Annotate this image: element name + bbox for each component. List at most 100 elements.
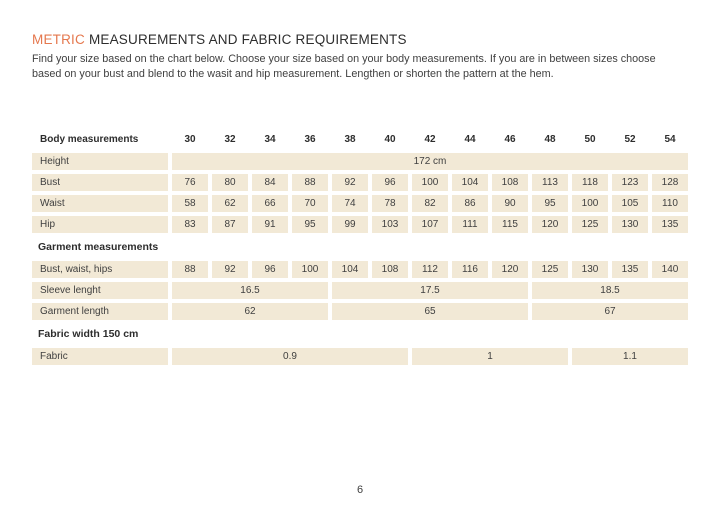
size-column-header: 34 — [264, 134, 276, 145]
value-cell: 105 — [612, 195, 648, 212]
value-cell: 95 — [292, 216, 328, 233]
value-cell: 17.5 — [332, 282, 528, 299]
value-cell: 128 — [652, 174, 688, 191]
value-cell: 76 — [172, 174, 208, 191]
row-label: Sleeve lenght — [32, 282, 168, 299]
value-cell: 0.9 — [172, 348, 408, 365]
table-section-title: Fabric width 150 cm — [38, 328, 139, 340]
size-column-header: 48 — [544, 134, 556, 145]
value-cell: 100 — [412, 174, 448, 191]
value-cell: 65 — [332, 303, 528, 320]
value-cell: 82 — [412, 195, 448, 212]
value-cell: 95 — [532, 195, 568, 212]
size-column-header: 46 — [504, 134, 516, 145]
size-column-header: 38 — [344, 134, 356, 145]
value-cell: 62 — [212, 195, 248, 212]
value-cell: 58 — [172, 195, 208, 212]
page-title: METRIC MEASUREMENTS AND FABRIC REQUIREMEN… — [32, 32, 692, 47]
value-cell: 74 — [332, 195, 368, 212]
value-cell: 120 — [492, 261, 528, 278]
row-label: Fabric — [32, 348, 168, 365]
value-cell: 96 — [372, 174, 408, 191]
value-cell: 18.5 — [532, 282, 688, 299]
value-cell: 88 — [172, 261, 208, 278]
table-row: Waist 58 62 66 70 74 78 82 86 90 95 100 105 110 — [32, 195, 688, 212]
value-cell: 104 — [332, 261, 368, 278]
value-cell: 103 — [372, 216, 408, 233]
value-cell: 1 — [412, 348, 568, 365]
value-cell: 66 — [252, 195, 288, 212]
value-cell: 113 — [532, 174, 568, 191]
value-cell: 99 — [332, 216, 368, 233]
value-cell: 107 — [412, 216, 448, 233]
value-cell: 83 — [172, 216, 208, 233]
value-cell: 125 — [532, 261, 568, 278]
value-cell: 96 — [252, 261, 288, 278]
value-cell: 125 — [572, 216, 608, 233]
size-column-header: 30 — [184, 134, 196, 145]
value-cell: 62 — [172, 303, 328, 320]
value-cell: 88 — [292, 174, 328, 191]
table-section-title: Garment measurements — [38, 241, 159, 253]
row-label: Bust, waist, hips — [32, 261, 168, 278]
value-cell: 123 — [612, 174, 648, 191]
value-cell: 135 — [612, 261, 648, 278]
value-cell: 1.1 — [572, 348, 688, 365]
value-cell: 100 — [572, 195, 608, 212]
table-row: Hip 83 87 91 95 99 103 107 111 115 120 125 130 135 — [32, 216, 688, 233]
size-column-header: 36 — [304, 134, 316, 145]
page-number: 6 — [356, 484, 364, 496]
size-table: Body measurements 30 32 34 36 38 40 42 44 46 48 50 5… — [32, 131, 688, 365]
table-row: Fabric 0.9 1 1.1 — [32, 348, 688, 365]
page-content: METRIC MEASUREMENTS AND FABRIC REQUIREMEN… — [32, 32, 692, 365]
table-sizes-header-row: Body measurements 30 32 34 36 38 40 42 44 46 48 50 5… — [32, 131, 688, 148]
value-cell: 84 — [252, 174, 288, 191]
table-row: Garment length 62 65 67 — [32, 303, 688, 320]
value-cell: 140 — [652, 261, 688, 278]
table-row: Bust, waist, hips 88 92 96 100 104 108 112 116 12… — [32, 261, 688, 278]
value-cell: 67 — [532, 303, 688, 320]
value-cell: 116 — [452, 261, 488, 278]
value-cell: 111 — [452, 216, 488, 233]
value-cell: 86 — [452, 195, 488, 212]
value-cell: 135 — [652, 216, 688, 233]
intro-line-2: based on your bust and blend to the wasi… — [32, 68, 554, 80]
size-column-header: 42 — [424, 134, 436, 145]
intro-paragraph: Find your size based on the chart below.… — [32, 52, 692, 82]
table-row: Sleeve lenght 16.5 17.5 18.5 — [32, 282, 688, 299]
value-cell: 120 — [532, 216, 568, 233]
value-cell: 87 — [212, 216, 248, 233]
row-label: Garment length — [32, 303, 168, 320]
page-title-rest: MEASUREMENTS AND FABRIC REQUIREMENTS — [88, 32, 407, 47]
size-column-header: 52 — [624, 134, 636, 145]
row-label: Body measurements — [40, 134, 139, 145]
row-label: Waist — [32, 195, 168, 212]
value-cell: 112 — [412, 261, 448, 278]
intro-line-1: Find your size based on the chart below.… — [32, 53, 656, 65]
row-label: Bust — [32, 174, 168, 191]
value-cell: 130 — [572, 261, 608, 278]
value-cell: 110 — [652, 195, 688, 212]
value-cell: 70 — [292, 195, 328, 212]
table-row: Bust 76 80 84 88 92 96 100 104 108 113 118 123 128 — [32, 174, 688, 191]
value-cell: 80 — [212, 174, 248, 191]
value-cell: 130 — [612, 216, 648, 233]
value-cell: 100 — [292, 261, 328, 278]
value-cell: 92 — [332, 174, 368, 191]
size-column-header: 44 — [464, 134, 476, 145]
size-column-header: 32 — [224, 134, 236, 145]
value-cell: 78 — [372, 195, 408, 212]
value-cell: 172 cm — [172, 153, 688, 170]
value-cell: 91 — [252, 216, 288, 233]
row-label: Hip — [32, 216, 168, 233]
value-cell: 108 — [492, 174, 528, 191]
row-label: Height — [32, 153, 168, 170]
table-row: Height 172 cm — [32, 153, 688, 170]
value-cell: 118 — [572, 174, 608, 191]
value-cell: 16.5 — [172, 282, 328, 299]
size-column-header: 40 — [384, 134, 396, 145]
value-cell: 115 — [492, 216, 528, 233]
page-title-highlight: METRIC — [32, 32, 85, 47]
value-cell: 90 — [492, 195, 528, 212]
